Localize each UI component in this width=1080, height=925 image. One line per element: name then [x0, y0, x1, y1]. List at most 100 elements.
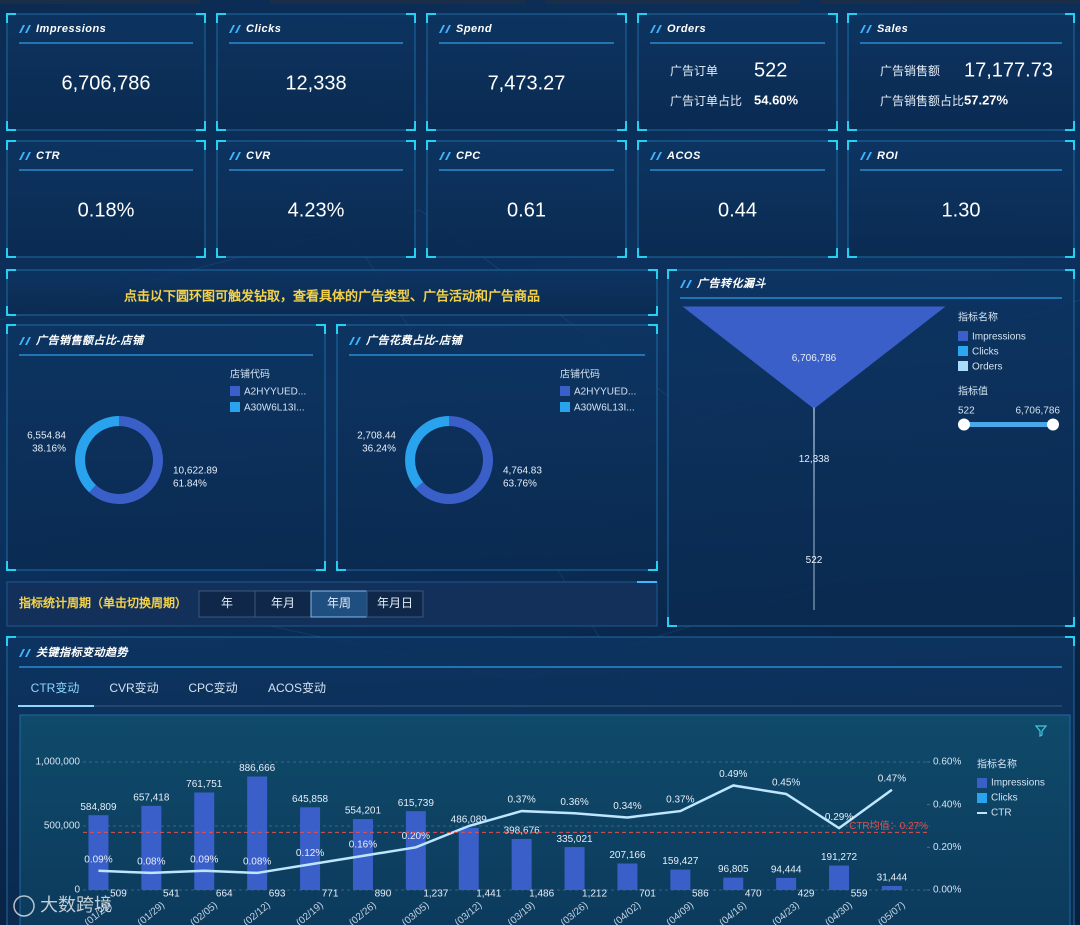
- bar-value-label: 559: [851, 889, 868, 900]
- kpi-value: 0.18%: [78, 199, 135, 221]
- period-button[interactable]: [310, 590, 368, 618]
- period-button-label[interactable]: 年周: [327, 596, 351, 610]
- tab[interactable]: ACOS变动: [268, 680, 326, 695]
- tab[interactable]: CPC变动: [188, 680, 237, 695]
- card-title: Impressions: [36, 23, 106, 35]
- header-icon: [229, 25, 241, 33]
- bar: [300, 807, 321, 890]
- bar-value-label: 207,166: [609, 850, 646, 861]
- donut-percent-label: 61.84%: [173, 479, 207, 490]
- card-corners: [216, 13, 416, 131]
- card-title: ROI: [877, 150, 899, 162]
- visual-map-title: 指标值: [958, 385, 988, 398]
- bar-value-label: 701: [639, 889, 656, 900]
- bar-value-label: 398,676: [504, 826, 541, 837]
- kpi-value: 1.30: [942, 199, 981, 221]
- bar: [564, 847, 585, 890]
- period-button[interactable]: [366, 590, 424, 618]
- visual-map-handle[interactable]: [1047, 418, 1059, 431]
- line-value-label: 0.47%: [878, 773, 906, 784]
- header-icon: [680, 280, 692, 288]
- line-value-label: 0.37%: [666, 795, 694, 806]
- card-title: CVR: [246, 150, 271, 162]
- period-button[interactable]: [198, 590, 256, 618]
- donut-segment[interactable]: [89, 416, 164, 504]
- top-tabs: [0, 0, 1080, 4]
- header-icon: [439, 25, 451, 33]
- bar-value-label: 159,427: [662, 856, 699, 867]
- line-value-label: 0.16%: [349, 840, 377, 851]
- funnel-label: 6,706,786: [792, 353, 837, 364]
- legend-swatch: [977, 793, 987, 803]
- period-button-label[interactable]: 年: [221, 596, 233, 610]
- bar-value-label: 1,212: [582, 888, 607, 899]
- header-icon: [229, 152, 241, 160]
- legend-swatch: [230, 386, 240, 396]
- donut-percent-label: 38.16%: [32, 444, 66, 455]
- tab[interactable]: CTR变动: [31, 680, 80, 695]
- kpi-label: 广告订单占比: [670, 93, 742, 108]
- reference-line-label: CTR均值：0.27%: [849, 819, 928, 832]
- line-value-label: 0.09%: [190, 854, 218, 865]
- donut-percent-label: 63.76%: [503, 479, 537, 490]
- kpi-value: 0.44: [718, 199, 757, 221]
- bar: [511, 838, 532, 890]
- legend-label: Orders: [972, 362, 1003, 373]
- y2-tick-label: 0.00%: [933, 885, 961, 896]
- bar-value-label: 429: [798, 889, 815, 900]
- tab[interactable]: CVR变动: [109, 680, 158, 695]
- kpi-value: 17,177.73: [964, 59, 1053, 81]
- donut-segment[interactable]: [75, 416, 119, 493]
- line-value-label: 0.49%: [719, 769, 747, 780]
- donut-segment[interactable]: [415, 416, 493, 505]
- line-value-label: 0.29%: [825, 812, 853, 823]
- header-icon: [19, 649, 31, 657]
- kpi-value: 0.61: [507, 199, 546, 221]
- card: [336, 324, 658, 571]
- card-corners: [6, 269, 658, 316]
- header-icon: [860, 152, 872, 160]
- period-button-label[interactable]: 年月: [271, 596, 295, 610]
- header-icon: [349, 337, 361, 345]
- card-corners: [637, 140, 838, 258]
- donut-segment[interactable]: [405, 416, 449, 489]
- kpi-label: 广告销售额占比: [880, 93, 964, 108]
- bar: [670, 869, 691, 890]
- y-tick-label: 0: [74, 885, 80, 896]
- bar-value-label: 664: [216, 889, 233, 900]
- legend-label: Clicks: [972, 347, 999, 358]
- card-corners: [6, 13, 206, 131]
- y2-tick-label: 0.20%: [933, 842, 961, 853]
- y2-tick-label: 0.40%: [933, 799, 961, 810]
- bar-value-label: 761,751: [186, 779, 223, 790]
- visual-map-handle[interactable]: [958, 418, 970, 431]
- legend-swatch: [560, 402, 570, 412]
- bar: [194, 792, 215, 890]
- legend-swatch: [230, 402, 240, 412]
- bar: [723, 877, 744, 890]
- header-icon: [860, 25, 872, 33]
- kpi-value: 522: [754, 59, 787, 81]
- bar-value-label: 486,089: [451, 814, 488, 825]
- period-button-label[interactable]: 年月日: [377, 596, 413, 610]
- bar: [141, 805, 162, 890]
- header-icon: [19, 152, 31, 160]
- kpi-label: 广告销售额: [880, 63, 940, 78]
- y-tick-label: 500,000: [44, 821, 81, 832]
- header-icon: [19, 25, 31, 33]
- bar: [617, 863, 638, 890]
- legend-label: A30W6L13I...: [244, 403, 305, 414]
- legend-label[interactable]: CTR: [991, 808, 1012, 819]
- legend-swatch: [958, 346, 968, 356]
- legend-label: Impressions: [972, 332, 1026, 343]
- legend-label[interactable]: Impressions: [991, 778, 1045, 789]
- card-corners: [637, 13, 838, 131]
- watermark: 大数跨境: [40, 895, 112, 915]
- legend-swatch: [958, 331, 968, 341]
- card-corners: [6, 324, 326, 571]
- legend-label[interactable]: Clicks: [991, 793, 1018, 804]
- funnel-label: 12,338: [799, 454, 830, 465]
- bar-value-label: 470: [745, 889, 762, 900]
- line-series: [98, 784, 893, 875]
- visual-map-max: 6,706,786: [1016, 406, 1061, 417]
